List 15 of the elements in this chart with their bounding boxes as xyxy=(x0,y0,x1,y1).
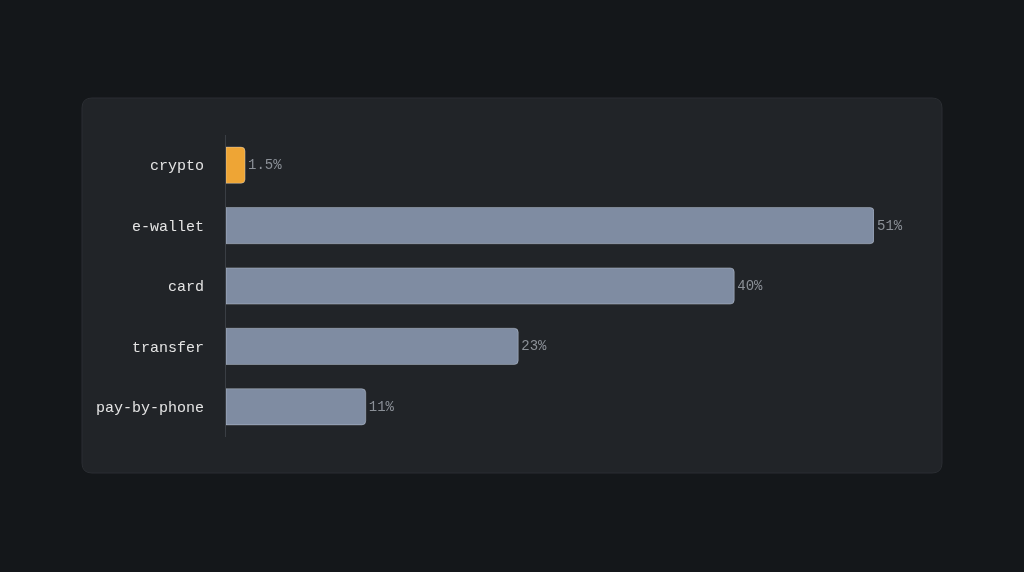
data-label: 23% xyxy=(521,338,548,355)
y-tick-label: transfer xyxy=(131,339,204,357)
data-label: 51% xyxy=(877,217,903,234)
data-label: 11% xyxy=(368,398,395,415)
data-label: 1.5% xyxy=(248,157,283,174)
y-tick-label: crypto xyxy=(149,158,204,176)
data-label: 40% xyxy=(737,278,764,294)
y-tick-label: e-wallet xyxy=(131,218,204,236)
bar xyxy=(226,327,519,366)
y-tick-label: card xyxy=(167,279,204,297)
bar xyxy=(226,146,246,184)
bar xyxy=(226,388,367,426)
y-tick-label: pay-by-phone xyxy=(95,400,204,418)
bar xyxy=(226,206,874,245)
bar xyxy=(226,267,735,305)
